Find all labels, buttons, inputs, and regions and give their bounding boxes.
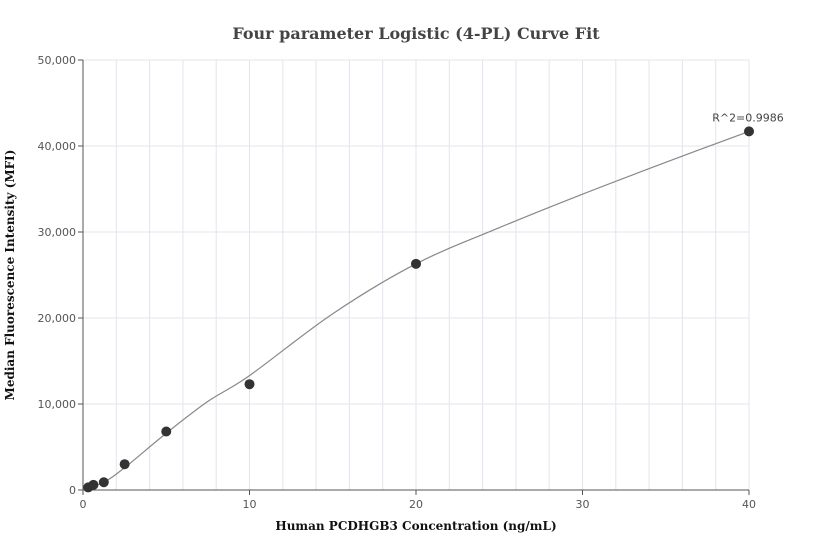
x-tick-label: 30	[576, 498, 590, 511]
data-point	[88, 479, 99, 490]
y-axis-label: Median Fluorescence Intensity (MFI)	[3, 150, 17, 401]
data-point	[161, 426, 172, 437]
y-tick-label: 50,000	[38, 54, 77, 67]
x-tick-label: 20	[409, 498, 423, 511]
x-tick-label: 10	[243, 498, 257, 511]
y-tick-label: 30,000	[38, 226, 77, 239]
data-point	[98, 477, 109, 488]
y-tick-label: 10,000	[38, 398, 77, 411]
y-tick-label: 20,000	[38, 312, 77, 325]
gridlines	[83, 59, 750, 490]
chart-title: Four parameter Logistic (4-PL) Curve Fit	[232, 24, 600, 43]
data-point	[119, 459, 130, 470]
r-squared-annotation: R^2=0.9986	[712, 111, 784, 124]
data-point	[744, 126, 754, 137]
y-tick-label: 40,000	[38, 140, 77, 153]
x-tick-label: 40	[742, 498, 756, 511]
axis-ticks: 0 10 20 30 40 0 10,000 20,000 30,000 40,000 50,000	[38, 54, 757, 511]
data-points	[83, 126, 754, 493]
y-tick-label: 0	[69, 484, 76, 497]
x-tick-label: 0	[80, 498, 87, 511]
data-point	[244, 379, 255, 390]
data-point	[411, 258, 421, 269]
x-axis-label: Human PCDHGB3 Concentration (ng/mL)	[275, 519, 556, 533]
